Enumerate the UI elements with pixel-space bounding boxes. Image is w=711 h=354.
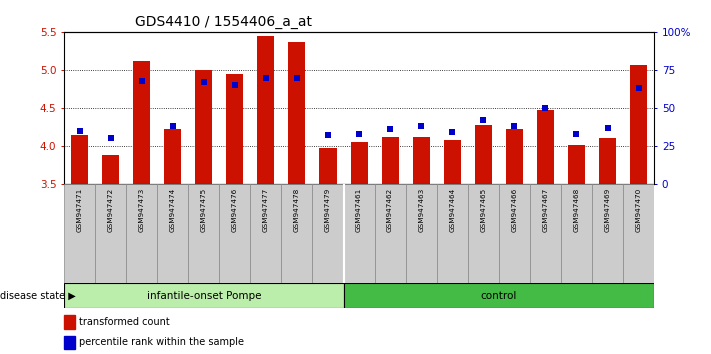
Bar xyxy=(630,65,647,184)
FancyBboxPatch shape xyxy=(561,184,592,283)
Point xyxy=(478,117,489,123)
Point xyxy=(447,130,458,135)
FancyBboxPatch shape xyxy=(126,184,157,283)
Point xyxy=(229,82,240,88)
Text: GSM947467: GSM947467 xyxy=(542,188,548,232)
Text: disease state ▶: disease state ▶ xyxy=(0,291,76,301)
Text: GSM947476: GSM947476 xyxy=(232,188,237,232)
Bar xyxy=(537,110,554,184)
Bar xyxy=(164,129,181,184)
Bar xyxy=(196,70,213,184)
FancyBboxPatch shape xyxy=(282,184,312,283)
FancyBboxPatch shape xyxy=(375,184,406,283)
FancyBboxPatch shape xyxy=(95,184,126,283)
Point xyxy=(385,126,396,132)
Bar xyxy=(71,135,88,184)
Bar xyxy=(64,315,75,329)
FancyBboxPatch shape xyxy=(343,283,654,308)
FancyBboxPatch shape xyxy=(437,184,468,283)
Text: GSM947475: GSM947475 xyxy=(201,188,207,232)
Bar xyxy=(599,138,616,184)
Text: GSM947473: GSM947473 xyxy=(139,188,144,232)
Point xyxy=(322,132,333,138)
Point xyxy=(105,136,117,141)
Text: GSM947472: GSM947472 xyxy=(107,188,114,232)
Point xyxy=(415,124,427,129)
Bar xyxy=(351,142,368,184)
Point xyxy=(167,124,178,129)
Text: GSM947469: GSM947469 xyxy=(604,188,611,232)
Bar xyxy=(64,336,75,349)
Point xyxy=(540,105,551,111)
Text: GSM947465: GSM947465 xyxy=(481,188,486,232)
Point xyxy=(571,131,582,137)
FancyBboxPatch shape xyxy=(64,184,95,283)
FancyBboxPatch shape xyxy=(623,184,654,283)
Text: GSM947479: GSM947479 xyxy=(325,188,331,232)
Point xyxy=(292,75,303,80)
FancyBboxPatch shape xyxy=(188,184,219,283)
FancyBboxPatch shape xyxy=(499,184,530,283)
Text: GDS4410 / 1554406_a_at: GDS4410 / 1554406_a_at xyxy=(135,16,312,29)
Text: GSM947471: GSM947471 xyxy=(77,188,82,232)
FancyBboxPatch shape xyxy=(343,184,375,283)
Point xyxy=(136,78,147,84)
Point xyxy=(602,125,613,131)
Bar xyxy=(568,145,585,184)
FancyBboxPatch shape xyxy=(219,184,250,283)
Point xyxy=(633,85,644,91)
Text: GSM947470: GSM947470 xyxy=(636,188,641,232)
Point xyxy=(74,128,85,133)
Text: percentile rank within the sample: percentile rank within the sample xyxy=(79,337,244,348)
Point xyxy=(508,124,520,129)
Text: GSM947461: GSM947461 xyxy=(356,188,362,232)
Point xyxy=(353,131,365,137)
FancyBboxPatch shape xyxy=(468,184,499,283)
Text: GSM947477: GSM947477 xyxy=(263,188,269,232)
Bar xyxy=(412,137,429,184)
Bar xyxy=(475,125,492,184)
Text: GSM947466: GSM947466 xyxy=(511,188,518,232)
Bar xyxy=(289,42,306,184)
Bar xyxy=(257,36,274,184)
FancyBboxPatch shape xyxy=(157,184,188,283)
Bar xyxy=(319,148,336,184)
Point xyxy=(260,75,272,80)
FancyBboxPatch shape xyxy=(64,283,343,308)
Bar xyxy=(226,74,243,184)
Text: GSM947463: GSM947463 xyxy=(418,188,424,232)
Point xyxy=(198,79,210,85)
Bar xyxy=(102,155,119,184)
Text: transformed count: transformed count xyxy=(79,317,169,327)
Text: GSM947464: GSM947464 xyxy=(449,188,455,232)
Text: GSM947478: GSM947478 xyxy=(294,188,300,232)
FancyBboxPatch shape xyxy=(406,184,437,283)
FancyBboxPatch shape xyxy=(250,184,282,283)
Text: GSM947462: GSM947462 xyxy=(387,188,393,232)
Bar xyxy=(133,61,150,184)
Text: control: control xyxy=(481,291,517,301)
FancyBboxPatch shape xyxy=(530,184,561,283)
Bar xyxy=(444,140,461,184)
Bar xyxy=(382,137,399,184)
Text: infantile-onset Pompe: infantile-onset Pompe xyxy=(146,291,261,301)
FancyBboxPatch shape xyxy=(312,184,343,283)
FancyBboxPatch shape xyxy=(592,184,623,283)
Text: GSM947468: GSM947468 xyxy=(574,188,579,232)
Bar xyxy=(506,129,523,184)
Text: GSM947474: GSM947474 xyxy=(170,188,176,232)
